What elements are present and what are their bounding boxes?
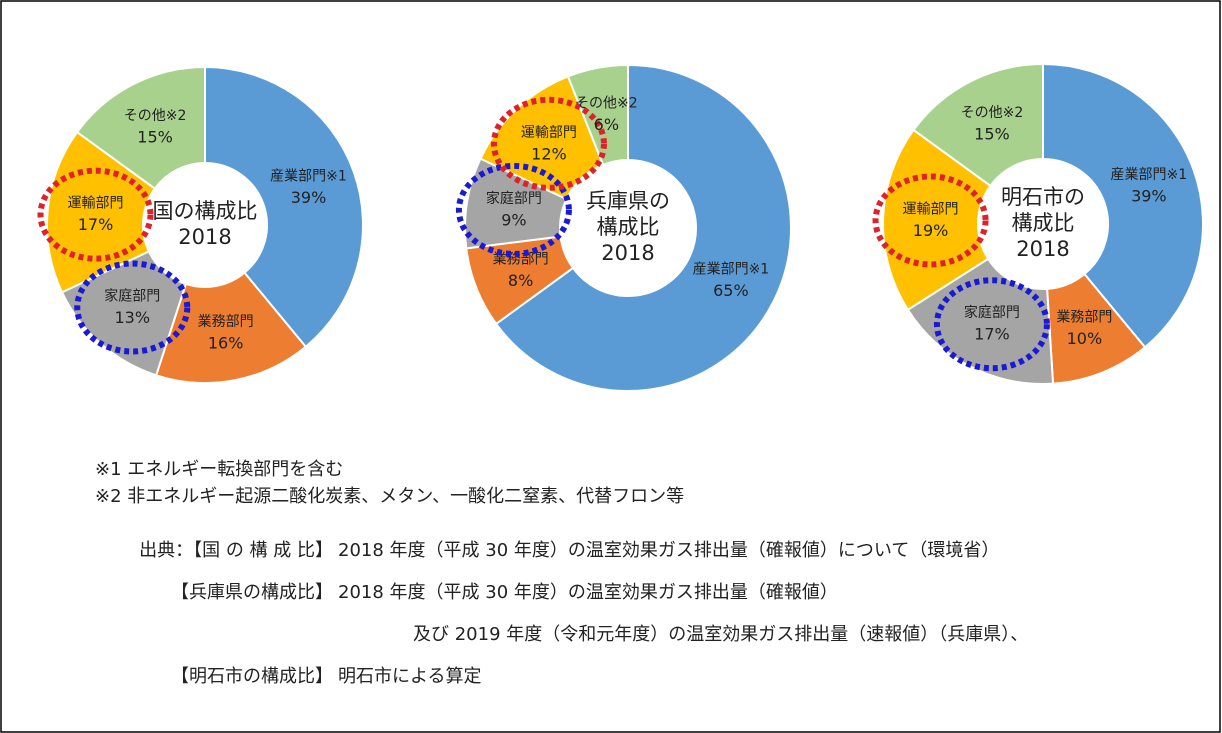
chart-title: 明石市の [1001,185,1085,209]
source-text: 2018 年度（平成 30 年度）の温室効果ガス排出量（確報値） [338,582,838,603]
highlight-circle [37,167,154,262]
slice-value-label: 17% [974,325,1010,344]
slice-category-label: 家庭部門 [486,190,542,207]
source-text: 2018 年度（平成 30 年度）の温室効果ガス排出量（確報値）について（環境省… [338,540,999,561]
slice-category-label: 運輸部門 [67,196,123,212]
slice-value-label: 13% [114,308,150,327]
slice-category-label: 運輸部門 [521,125,577,141]
footnote: ※2 非エネルギー起源二酸化炭素、メタン、一酸化二窒素、代替フロン等 [95,486,684,507]
slice-value-label: 6% [594,115,619,134]
slice-value-label: 19% [913,221,949,240]
slice-category-label: その他※2 [961,105,1024,121]
slice [154,271,308,384]
highlight-circle [933,277,1050,372]
slice-value-label: 10% [1067,329,1103,348]
highlight-circle [455,162,572,257]
slice-category-label: 産業部門※1 [693,261,770,277]
source-text: 及び 2019 年度（令和元年度）の温室効果ガス排出量（速報値）（兵庫県）、 [413,624,1028,645]
source-label: 【兵庫県の構成比】 [171,582,333,603]
chart-year: 2018 [601,241,654,265]
chart-year: 2018 [1016,237,1069,261]
slice [60,250,188,377]
slice-category-label: その他※2 [124,108,187,124]
slice-value-label: 16% [208,334,244,353]
source-text: 明石市による算定 [338,666,481,687]
chart-title: 国の構成比 [153,199,258,223]
slice-category-label: 業務部門 [1056,310,1112,326]
slice [882,128,992,312]
slice [75,65,206,190]
slice-value-label: 39% [1131,186,1167,205]
slice-value-label: 12% [531,144,567,163]
chart-title: 兵庫県の [586,189,670,213]
slice-value-label: 15% [137,127,173,146]
slice-category-label: 家庭部門 [964,304,1020,321]
slice [906,257,1055,385]
slice [204,65,364,349]
slice [912,62,1044,188]
slice-category-label: 産業部門※1 [1111,167,1188,183]
slice-category-label: 業務部門 [198,314,254,330]
highlight-circle [490,96,607,191]
slice-category-label: 産業部門※1 [270,169,347,185]
footnote: ※1 エネルギー転換部門を含む [95,459,343,480]
slice [566,63,629,167]
slice-value-label: 39% [291,188,327,207]
slice [1042,62,1204,349]
source-label: 出典：【国 の 構 成 比】 [139,540,333,561]
chart-title: 構成比 [597,215,660,239]
chart-title: 構成比 [1012,211,1075,235]
chart-year: 2018 [178,225,231,249]
slice-value-label: 8% [508,271,533,290]
highlight-circle [74,260,191,355]
source-label: 【明石市の構成比】 [171,666,333,687]
slice-category-label: 家庭部門 [104,288,160,305]
slice-value-label: 9% [501,210,526,229]
slice-category-label: 運輸部門 [903,201,959,217]
slice-value-label: 17% [78,215,114,234]
highlight-circle [872,173,989,268]
slice-category-label: その他※2 [575,96,638,112]
slice-value-label: 15% [974,124,1010,143]
slice [494,63,792,392]
slice-value-label: 65% [713,281,749,300]
